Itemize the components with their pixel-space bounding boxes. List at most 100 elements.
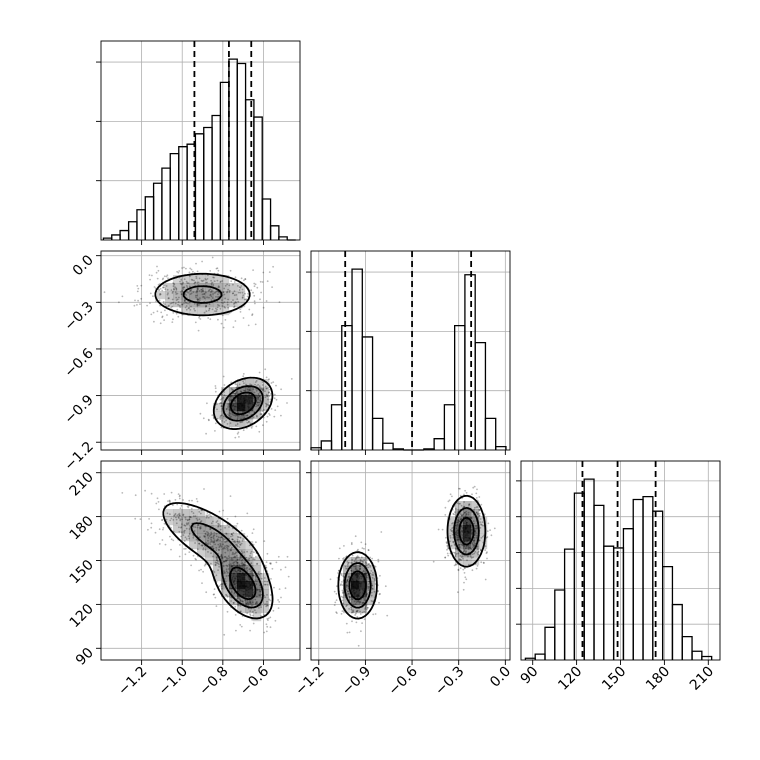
density-panel-1-sample-point-247 [223,556,226,558]
density-panel-0-sample-point-109 [158,299,161,302]
density-panel-2-sample-point-752 [360,556,363,559]
density-panel-1-sample-point-772 [225,568,228,571]
density-panel-2-sample-point-697 [340,613,343,615]
density-panel-0-sample-point-705 [225,419,227,422]
density-panel-1-sample-point-47 [251,571,253,574]
density-panel-2-sample-point-621 [340,574,343,577]
density-panel-0-sample-point-622 [226,290,229,293]
density-panel-2-sample-point-438 [372,588,374,590]
density-panel-1-density-cell-20-16 [261,589,270,598]
density-panel-0-sample-point-354 [181,293,183,296]
density-panel-1-density-cell-15-14 [221,573,230,582]
density-panel-0-sample-point-717 [208,307,211,310]
density-panel-1-sample-point-733 [210,515,213,518]
density-panel-1-sample-point-89 [200,509,203,512]
density-panel-0-sample-point-22 [191,279,194,281]
density-panel-0-sample-point-749 [167,305,170,308]
density-panel-1-sample-point-56 [240,625,243,628]
density-panel-2-sample-point-45 [464,567,466,570]
density-panel-1-sample-point-287 [170,517,173,520]
density-panel-2-sample-point-777 [337,572,339,574]
density-panel-0-sample-point-684 [240,421,243,423]
density-panel-2-sample-point-11 [358,601,361,604]
density-panel-0-sample-point-610 [224,319,227,321]
density-panel-2-sample-point-270 [467,555,469,558]
density-panel-1-sample-point-710 [209,543,212,545]
density-panel-2-sample-point-224 [355,610,358,613]
density-panel-1-sample-point-360 [222,583,225,585]
density-panel-0-sample-point-873 [275,398,278,401]
density-panel-0-sample-point-59 [261,410,264,412]
density-panel-1-sample-point-260 [280,596,282,599]
density-panel-2-sample-point-407 [480,523,483,526]
density-panel-1-sample-point-98 [222,543,224,546]
density-panel-1-sample-point-257 [246,550,249,553]
density-panel-0-sample-point-61 [159,293,162,296]
density-panel-0-sample-point-441 [140,284,143,287]
density-panel-0-sample-point-281 [203,293,205,295]
density-panel-0-sample-point-666 [134,299,136,302]
density-panel-1-sample-point-582 [275,561,278,564]
density-panel-2-sample-point-331 [479,548,482,551]
density-panel-1-contour-2 [229,566,257,601]
density-panel-1-sample-point-245 [236,544,239,546]
density-panel-0-sample-point-425 [163,284,166,287]
density-panel-0-sample-point-322 [208,303,211,306]
density-panel-0-sample-point-280 [247,324,250,327]
density-panel-0-sample-point-225 [149,278,151,281]
density-panel-1-sample-point-728 [265,561,268,563]
density-panel-2-sample-point-447 [465,550,468,553]
density-panel-1-density-cell-16-9 [229,533,238,542]
density-panel-0-sample-point-751 [221,305,224,307]
density-panel-2-sample-point-785 [479,549,482,551]
density-panel-0-sample-point-540 [187,302,189,305]
density-panel-0-sample-point-880 [219,416,222,418]
density-panel-1-sample-point-197 [240,556,243,559]
density-panel-1-sample-point-477 [220,536,223,539]
density-panel-2-sample-point-700 [342,558,344,560]
density-panel-1-xtick-label-1: −1.0 [156,664,191,699]
density-panel-0-sample-point-206 [170,302,173,305]
density-panel-0-sample-point-825 [235,392,238,395]
density-panel-1-sample-point-195 [205,514,208,517]
density-panel-0-density-cell-11-3 [189,275,198,284]
density-panel-0-sample-point-18 [195,296,197,299]
density-panel-2-sample-point-718 [347,590,349,593]
density-panel-2-sample-point-271 [346,580,349,583]
density-panel-2-sample-point-589 [463,511,466,514]
density-panel-0-sample-point-350 [208,419,210,422]
density-panel-2-sample-point-683 [468,503,471,506]
density-panel-0-sample-point-642 [190,268,193,271]
density-panel-0-sample-point-12 [156,310,159,313]
density-panel-2-sample-point-630 [486,551,488,553]
density-panel-1-sample-point-870 [215,549,218,552]
density-panel-0-sample-point-789 [185,267,187,270]
density-panel-0-sample-point-140 [194,281,196,284]
density-panel-2-sample-point-142 [477,513,479,516]
density-panel-1-sample-point-102 [208,535,211,537]
density-panel-1-sample-point-714 [234,605,237,608]
density-panel-0-sample-point-539 [253,391,256,394]
density-panel-2-sample-point-361 [338,547,341,550]
density-panel-1-sample-point-370 [269,599,272,602]
density-panel-2-sample-point-127 [475,497,478,499]
density-panel-0-sample-point-110 [221,299,223,302]
density-panel-0-density-cell-17-4 [237,283,246,292]
density-panel-0-sample-point-458 [212,293,214,295]
density-panel-2-sample-point-374 [485,552,488,555]
density-panel-0-sample-point-259 [184,299,187,302]
density-panel-2-sample-point-322 [367,566,370,569]
density-panel-1-sample-point-553 [179,519,182,522]
density-panel-0-sample-point-180 [226,303,229,306]
density-panel-1-density-cell-13-12 [205,557,214,566]
density-panel-1-sample-point-224 [210,538,212,541]
hist-panel-1-bar-18 [495,445,507,450]
density-panel-0-sample-point-310 [264,368,267,371]
density-panel-2-sample-point-525 [345,581,348,584]
density-panel-0-density-cell-15-4 [221,283,230,292]
density-panel-0-sample-point-536 [173,282,175,285]
density-panel-0-sample-point-245 [234,436,237,439]
density-panel-1-sample-point-277 [253,551,255,554]
density-panel-1-sample-point-366 [178,514,181,517]
density-panel-1-sample-point-111 [287,575,290,578]
